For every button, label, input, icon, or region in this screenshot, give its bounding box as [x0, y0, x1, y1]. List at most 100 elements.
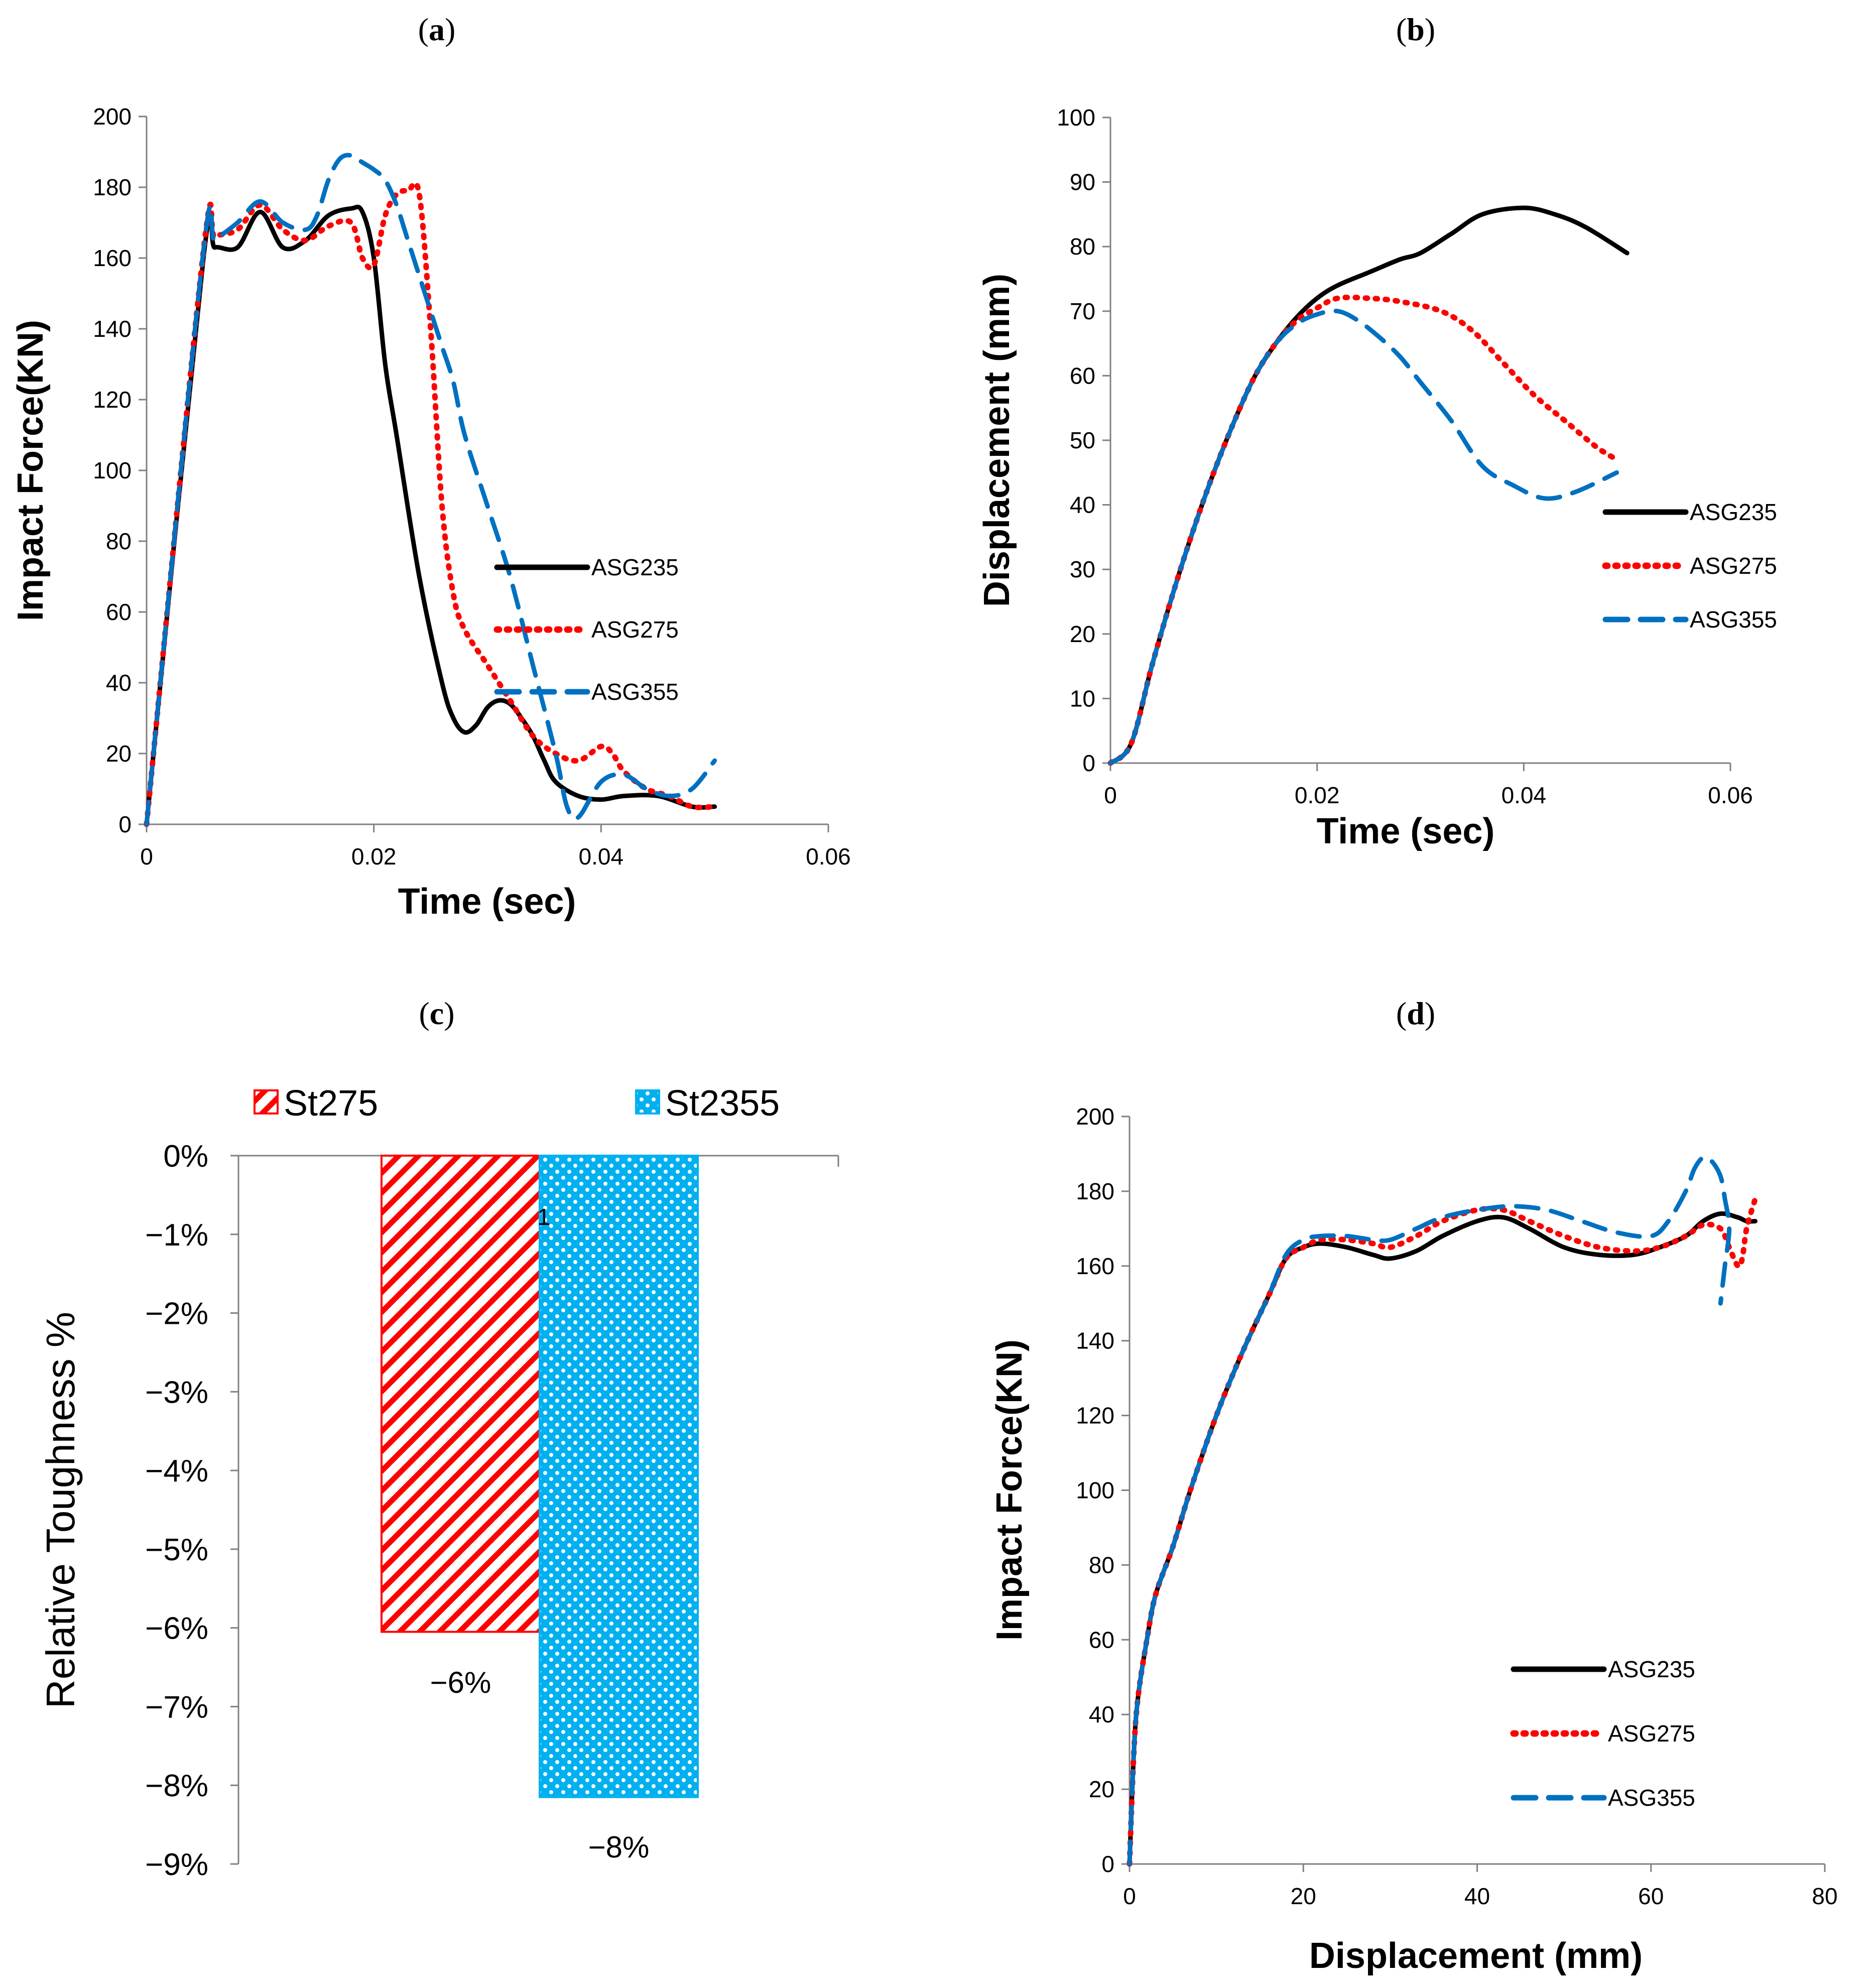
series-line-asg275: [1107, 294, 1620, 766]
y-tick-label: 40: [1089, 1701, 1114, 1727]
x-tick-label: 60: [1638, 1883, 1664, 1909]
x-tick-label: 0.06: [1708, 782, 1753, 808]
x-axis-title: Displacement (mm): [1309, 1936, 1643, 1976]
y-tick-label: 0: [1082, 750, 1095, 776]
series-line-asg355: [1108, 308, 1619, 766]
legend-label-st2355: St2355: [665, 1083, 780, 1124]
y-tick-label: −4%: [145, 1454, 208, 1488]
y-tick-label: 140: [1076, 1328, 1114, 1354]
y-tick-label: 180: [93, 174, 132, 200]
y-tick-label: 160: [93, 245, 132, 271]
legend-label-asg235: ASG235: [591, 554, 679, 580]
y-tick-label: −3%: [145, 1375, 208, 1410]
y-tick-label: −8%: [145, 1769, 208, 1803]
legend-label-asg235: ASG235: [1690, 499, 1777, 525]
y-tick-label: 100: [93, 457, 132, 483]
legend-label-asg355: ASG355: [1690, 606, 1777, 633]
legend-label-st275: St275: [284, 1083, 378, 1124]
panel-label-a: (a): [418, 12, 456, 47]
panel-label-c-letter: c: [430, 996, 444, 1031]
y-tick-label: 200: [93, 103, 132, 130]
y-tick-label: 20: [1089, 1776, 1114, 1802]
y-axis-title: Relative Toughness %: [38, 1312, 83, 1708]
bar-st275: [381, 1155, 541, 1633]
y-tick-label: 0%: [163, 1139, 208, 1174]
series-line-asg235: [1108, 205, 1630, 766]
x-tick-label: 0.06: [806, 843, 851, 869]
y-tick-label: 80: [1070, 233, 1095, 260]
chart-b-displacement-vs-time: 0 10 20 30 40 50 60 70 80 90 100 0 0.02 0.04 0.06 Time …: [977, 104, 1777, 851]
legend-label-asg275: ASG275: [591, 616, 679, 643]
y-tick-label: 60: [1070, 362, 1095, 389]
y-tick-label: 160: [1076, 1253, 1114, 1279]
x-tick-label: 0.04: [579, 843, 624, 869]
y-tick-label: −1%: [145, 1218, 208, 1253]
chart-d-impact-force-vs-displacement: 0 20 40 60 80 100 120 140 160 180 200 0 20 40 60 80 Disp…: [989, 1103, 1838, 1976]
bar-data-label-st275: −6%: [430, 1666, 491, 1699]
legend-label-asg275: ASG275: [1608, 1720, 1695, 1747]
x-tick-label: 0.02: [351, 843, 397, 869]
x-tick-label: 20: [1291, 1883, 1316, 1909]
y-tick-label: 120: [93, 387, 132, 413]
legend-label-asg235: ASG235: [1608, 1656, 1695, 1682]
y-tick-label: 180: [1076, 1178, 1114, 1204]
y-tick-label: 0: [118, 811, 132, 837]
legend-swatch-st2355: [635, 1089, 660, 1114]
series-line-asg235: [1127, 1211, 1758, 1867]
y-tick-label: −5%: [145, 1533, 208, 1567]
series-line-asg275: [1127, 1196, 1758, 1867]
x-tick-label: 0.04: [1502, 782, 1547, 808]
y-tick-label: −2%: [145, 1297, 208, 1331]
x-tick-label: 0: [140, 843, 153, 869]
y-tick-label: 100: [1057, 104, 1095, 131]
category-label: 1: [537, 1204, 550, 1230]
y-tick-label: −7%: [145, 1690, 208, 1724]
y-tick-label: 50: [1070, 427, 1095, 453]
y-tick-label: 60: [106, 599, 132, 625]
x-tick-label: 40: [1464, 1883, 1490, 1909]
bar-st2355: [539, 1155, 699, 1798]
y-tick-label: 120: [1076, 1403, 1114, 1429]
y-axis-title: Displacement (mm): [977, 274, 1017, 607]
panel-label-b: (b): [1396, 12, 1435, 47]
legend-label-asg355: ASG355: [1608, 1785, 1695, 1811]
bar-data-label-st2355: −8%: [588, 1830, 650, 1864]
y-tick-label: 20: [106, 740, 132, 767]
legend-swatch-st275: [254, 1089, 279, 1114]
legend-label-asg275: ASG275: [1690, 553, 1777, 579]
chart-c-relative-toughness: 0% −1% −2% −3% −4% −5% −6% −7% −8% −9% Relative To…: [38, 1083, 839, 1882]
x-tick-label: 0: [1123, 1883, 1136, 1909]
y-tick-label: 80: [1089, 1552, 1114, 1578]
y-tick-label: 90: [1070, 169, 1095, 195]
y-tick-label: −9%: [145, 1847, 208, 1882]
y-tick-label: 40: [106, 670, 132, 696]
y-tick-label: 20: [1070, 621, 1095, 647]
legend-label-asg355: ASG355: [591, 679, 679, 705]
y-tick-label: 40: [1070, 492, 1095, 518]
x-axis-title: Time (sec): [398, 882, 576, 922]
y-tick-label: 0: [1101, 1851, 1114, 1877]
series-line-asg275: [144, 180, 718, 827]
panel-label-d-letter: d: [1407, 996, 1425, 1031]
panel-label-b-letter: b: [1407, 12, 1425, 47]
y-tick-label: 100: [1076, 1477, 1114, 1504]
panel-label-c: (c): [419, 996, 454, 1031]
x-tick-label: 80: [1812, 1883, 1837, 1909]
series-line-asg235: [144, 204, 717, 827]
y-tick-label: 200: [1076, 1103, 1114, 1130]
series-line-asg355: [144, 153, 717, 827]
series-line-asg355: [1127, 1155, 1732, 1867]
y-tick-label: 140: [93, 316, 132, 342]
y-tick-label: −6%: [145, 1611, 208, 1646]
x-axis-title: Time (sec): [1317, 811, 1495, 851]
y-tick-label: 10: [1070, 685, 1095, 711]
y-axis-title: Impact Force(KN): [989, 1339, 1030, 1641]
y-tick-label: 60: [1089, 1627, 1114, 1653]
chart-a-impact-force-vs-time: 0 20 40 60 80 100 120 140 160 180 200 0 0.02 0.04 0.06…: [11, 103, 851, 922]
y-tick-label: 30: [1070, 556, 1095, 582]
x-tick-label: 0.02: [1295, 782, 1340, 808]
y-tick-label: 70: [1070, 298, 1095, 324]
panel-label-a-letter: a: [429, 12, 445, 47]
y-axis-title: Impact Force(KN): [11, 320, 51, 621]
